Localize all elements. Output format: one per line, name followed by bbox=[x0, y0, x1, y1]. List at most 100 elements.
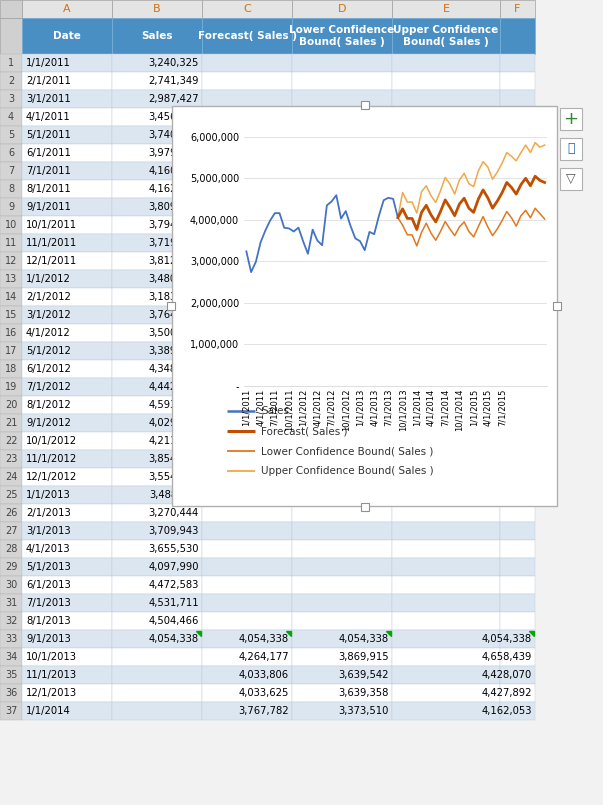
Text: ▽: ▽ bbox=[566, 172, 576, 185]
Bar bbox=[112, 414, 202, 432]
Bar bbox=[0, 342, 22, 360]
Bar bbox=[292, 630, 392, 648]
Bar bbox=[500, 234, 535, 252]
Text: 7/1/2012: 7/1/2012 bbox=[26, 382, 71, 392]
Bar bbox=[0, 414, 22, 432]
Bar bbox=[392, 342, 500, 360]
Text: 3,639,542: 3,639,542 bbox=[338, 670, 389, 680]
Text: 36: 36 bbox=[5, 688, 17, 698]
Text: 24: 24 bbox=[5, 472, 17, 482]
Bar bbox=[22, 144, 112, 162]
Bar bbox=[500, 450, 535, 468]
Text: 8/1/2011: 8/1/2011 bbox=[26, 184, 71, 194]
Bar bbox=[292, 90, 392, 108]
Bar bbox=[22, 666, 112, 684]
Bar bbox=[500, 90, 535, 108]
Bar bbox=[112, 522, 202, 540]
Text: 4/1/2012: 4/1/2012 bbox=[26, 328, 71, 338]
Bar bbox=[392, 180, 500, 198]
Bar bbox=[392, 234, 500, 252]
Text: Upper Confidence Bound( Sales ): Upper Confidence Bound( Sales ) bbox=[261, 466, 434, 476]
Bar bbox=[392, 594, 500, 612]
Text: 12/1/2013: 12/1/2013 bbox=[26, 688, 77, 698]
Bar bbox=[0, 702, 22, 720]
Bar bbox=[500, 198, 535, 216]
Bar bbox=[0, 0, 22, 18]
Bar bbox=[112, 0, 202, 18]
Bar bbox=[392, 360, 500, 378]
Bar bbox=[292, 702, 392, 720]
Bar bbox=[292, 108, 392, 126]
Bar bbox=[392, 108, 500, 126]
Text: 3,812,981: 3,812,981 bbox=[148, 256, 199, 266]
Bar bbox=[167, 302, 175, 310]
Bar bbox=[202, 432, 292, 450]
Text: 3/1/2013: 3/1/2013 bbox=[26, 526, 71, 536]
Text: 3,809,132: 3,809,132 bbox=[148, 202, 199, 212]
Bar bbox=[500, 594, 535, 612]
Text: C: C bbox=[243, 4, 251, 14]
Bar bbox=[112, 270, 202, 288]
Bar bbox=[22, 432, 112, 450]
Bar bbox=[22, 324, 112, 342]
Text: 33: 33 bbox=[5, 634, 17, 644]
Text: E: E bbox=[443, 4, 449, 14]
Bar bbox=[292, 324, 392, 342]
Bar bbox=[500, 648, 535, 666]
Text: 22: 22 bbox=[5, 436, 17, 446]
Bar bbox=[112, 504, 202, 522]
Bar bbox=[0, 90, 22, 108]
Bar bbox=[500, 612, 535, 630]
Bar bbox=[500, 18, 535, 54]
Bar bbox=[22, 270, 112, 288]
Bar bbox=[292, 54, 392, 72]
Bar bbox=[292, 306, 392, 324]
Polygon shape bbox=[529, 631, 534, 636]
Text: 4/1/2011: 4/1/2011 bbox=[26, 112, 71, 122]
Text: 12/1/2012: 12/1/2012 bbox=[26, 472, 77, 482]
Text: 9: 9 bbox=[8, 202, 14, 212]
Bar bbox=[292, 252, 392, 270]
Bar bbox=[112, 612, 202, 630]
Text: Sales: Sales bbox=[261, 406, 289, 416]
Text: 7/1/2011: 7/1/2011 bbox=[26, 166, 71, 176]
Text: 25: 25 bbox=[5, 490, 17, 500]
Bar bbox=[112, 540, 202, 558]
Bar bbox=[202, 360, 292, 378]
Bar bbox=[202, 144, 292, 162]
Bar bbox=[22, 648, 112, 666]
Text: 35: 35 bbox=[5, 670, 17, 680]
Text: Lower Confidence
Bound( Sales ): Lower Confidence Bound( Sales ) bbox=[289, 25, 394, 47]
Text: 3,869,915: 3,869,915 bbox=[338, 652, 389, 662]
Bar bbox=[292, 576, 392, 594]
Bar bbox=[22, 18, 112, 54]
Text: 11/1/2011: 11/1/2011 bbox=[26, 238, 77, 248]
Bar bbox=[500, 72, 535, 90]
Bar bbox=[560, 168, 582, 190]
Bar bbox=[292, 468, 392, 486]
Bar bbox=[292, 72, 392, 90]
Bar bbox=[112, 108, 202, 126]
Bar bbox=[112, 180, 202, 198]
Text: +: + bbox=[563, 110, 578, 128]
Bar bbox=[500, 126, 535, 144]
Text: 4,264,177: 4,264,177 bbox=[238, 652, 289, 662]
Bar bbox=[0, 162, 22, 180]
Bar bbox=[202, 576, 292, 594]
Bar bbox=[112, 684, 202, 702]
Bar bbox=[292, 144, 392, 162]
Bar bbox=[500, 468, 535, 486]
Text: Date: Date bbox=[53, 31, 81, 41]
Bar bbox=[112, 360, 202, 378]
Bar bbox=[500, 108, 535, 126]
Bar bbox=[0, 666, 22, 684]
Text: 2/1/2013: 2/1/2013 bbox=[26, 508, 71, 518]
Bar bbox=[392, 702, 500, 720]
Bar bbox=[202, 378, 292, 396]
Bar bbox=[0, 360, 22, 378]
Bar bbox=[361, 101, 368, 109]
Bar bbox=[500, 702, 535, 720]
Bar bbox=[0, 108, 22, 126]
Bar bbox=[112, 378, 202, 396]
Bar bbox=[392, 396, 500, 414]
